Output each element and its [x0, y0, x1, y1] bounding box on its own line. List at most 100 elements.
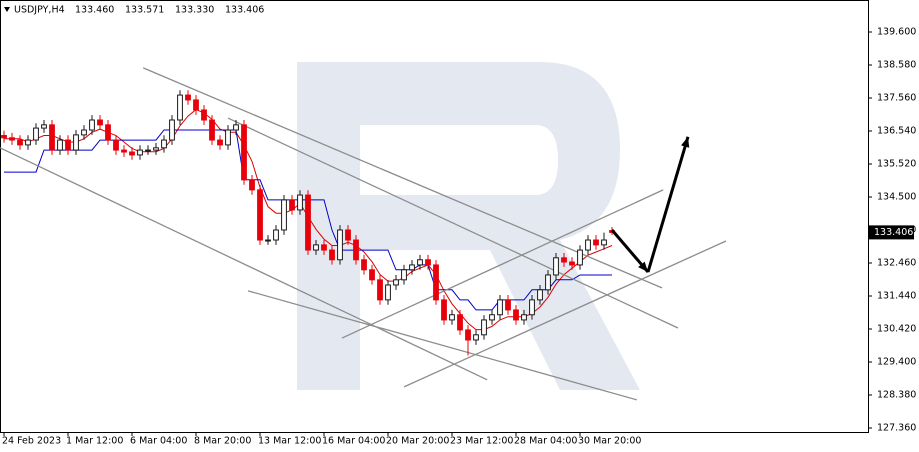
forecast-arrow: [646, 136, 690, 273]
trendline: [227, 117, 679, 329]
candle-body: [193, 99, 199, 111]
trendline: [341, 189, 664, 339]
y-tick-label: 130.420: [877, 323, 916, 334]
candle-body: [49, 124, 55, 151]
candle-body: [297, 194, 303, 211]
candle-body: [337, 229, 343, 261]
candle-body: [201, 109, 207, 121]
y-tick-label: 137.560: [877, 92, 916, 103]
candle-body: [409, 264, 415, 271]
candle-body: [569, 261, 575, 266]
arrow-head: [638, 261, 648, 273]
candle-body: [353, 239, 359, 261]
candle-body: [233, 124, 239, 131]
y-tick-label: 131.440: [877, 290, 916, 301]
candle-body: [481, 319, 487, 336]
candle-body: [97, 119, 103, 126]
candle-body: [401, 269, 407, 281]
y-tick-label: 135.520: [877, 158, 916, 169]
candle-body: [521, 314, 527, 321]
watermark: [297, 62, 640, 390]
candle-body: [105, 124, 111, 141]
candle-body: [449, 314, 455, 321]
candle-body: [417, 259, 423, 266]
candle-body: [393, 279, 399, 286]
y-tick-label: 134.500: [877, 191, 916, 202]
ohlc-label: 133.460: [75, 5, 114, 16]
x-tick-label: 30 Mar 20:00: [578, 436, 641, 447]
candle-body: [169, 119, 175, 141]
watermark-logo: [297, 62, 640, 390]
x-tick-label: 6 Mar 04:00: [130, 436, 187, 447]
candle-body: [153, 147, 159, 151]
candle-body: [241, 124, 247, 181]
candle-body: [425, 259, 431, 266]
trendline: [403, 240, 727, 388]
candle-body: [377, 279, 383, 301]
x-tick-label: 20 Mar 20:00: [386, 436, 449, 447]
candle-body: [225, 129, 231, 146]
candle-body: [577, 249, 583, 266]
candle-body: [129, 151, 135, 156]
candle-body: [177, 94, 183, 121]
candle-body: [537, 289, 543, 301]
candle-body: [41, 124, 47, 129]
candle-body: [289, 199, 295, 211]
x-tick-label: 28 Mar 04:00: [514, 436, 577, 447]
candle-body: [329, 249, 335, 261]
candle-body: [25, 139, 31, 146]
candle-body: [441, 299, 447, 321]
y-tick-label: 139.600: [877, 26, 916, 37]
candle-body: [433, 264, 439, 301]
y-tick-label: 129.400: [877, 356, 916, 367]
candle-body: [601, 239, 607, 246]
candle-body: [217, 139, 223, 146]
candle-body: [369, 269, 375, 281]
candle-body: [273, 229, 279, 241]
trendline: [247, 290, 637, 401]
candle-body: [473, 334, 479, 341]
price-label: 133.406: [874, 227, 913, 238]
x-tick-label: 13 Mar 12:00: [258, 436, 321, 447]
ohlc-label: 133.330: [175, 5, 214, 16]
candle-body: [33, 127, 39, 141]
candle-body: [265, 239, 271, 242]
candle-body: [121, 149, 127, 153]
y-tick-label: 138.580: [877, 59, 916, 70]
header-triangle: [4, 7, 10, 12]
candle-body: [561, 257, 567, 263]
candle-body: [593, 239, 599, 246]
trendline: [0, 147, 488, 381]
y-tick-label: 127.360: [877, 422, 916, 433]
candle-body: [465, 329, 471, 341]
x-tick-label: 23 Mar 12:00: [450, 436, 513, 447]
candle-body: [209, 119, 215, 141]
candle-body: [457, 314, 463, 331]
candle-body: [305, 194, 311, 251]
candle-body: [321, 244, 327, 251]
candle-body: [9, 137, 15, 141]
plot-frame: [0, 0, 869, 433]
candle-body: [57, 139, 63, 151]
candle-body: [257, 189, 263, 241]
candle-body: [553, 257, 559, 276]
candle-body: [1, 135, 7, 139]
candle-body: [113, 139, 119, 151]
candle-body: [281, 199, 287, 231]
x-tick-label: 8 Mar 20:00: [194, 436, 251, 447]
candle-body: [73, 134, 79, 151]
x-tick-label: 1 Mar 12:00: [66, 436, 123, 447]
ohlc-label: 133.571: [125, 5, 164, 16]
candle-body: [161, 139, 167, 149]
candle-body: [361, 259, 367, 271]
symbol: USDJPY,H4: [14, 5, 65, 16]
candle-body: [497, 299, 503, 316]
y-tick-label: 128.380: [877, 389, 916, 400]
candle-body: [249, 179, 255, 191]
candle-body: [489, 314, 495, 321]
trendline: [142, 67, 663, 289]
candle-body: [345, 229, 351, 241]
candle-body: [17, 139, 23, 146]
price-label-box: [869, 225, 914, 240]
